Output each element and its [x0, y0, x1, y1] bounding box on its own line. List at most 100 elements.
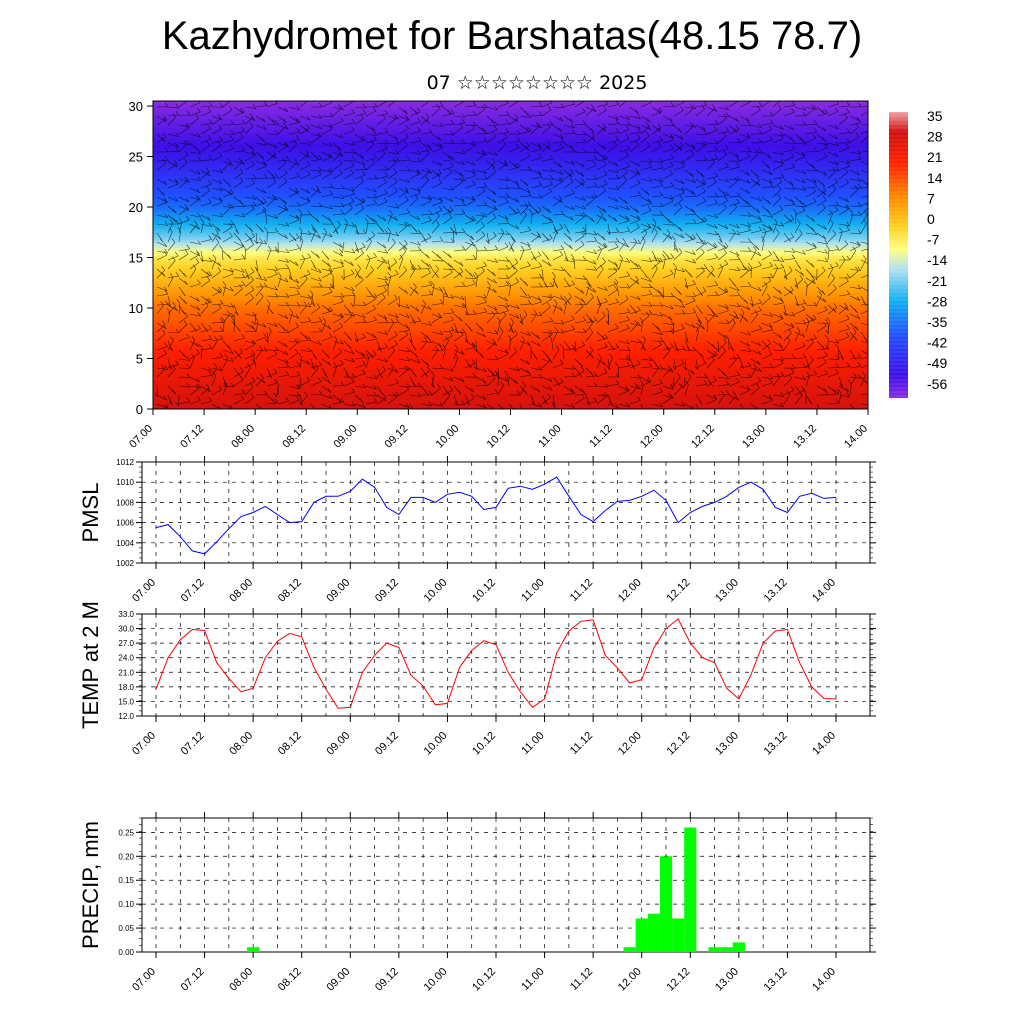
wind-barb-flag — [538, 193, 543, 199]
wind-barb — [530, 313, 538, 324]
wind-barb-flag — [571, 205, 575, 210]
wind-barb — [211, 140, 223, 144]
wind-barb — [508, 367, 520, 372]
wind-barb-flag — [833, 284, 837, 289]
wind-barb — [585, 124, 595, 133]
x-tick-label: 14.00 — [842, 423, 870, 451]
wind-barb-flag — [387, 266, 391, 271]
wind-barb — [277, 159, 289, 162]
wind-barb-flag — [492, 204, 497, 210]
wind-barb — [420, 213, 432, 216]
wind-barb-flag — [274, 119, 279, 125]
wind-barb-flag — [626, 216, 630, 221]
wind-barb — [266, 249, 272, 261]
wind-barb — [353, 295, 356, 307]
wind-barb-flag — [538, 111, 543, 116]
wind-barb — [420, 370, 431, 378]
wind-barb-flag — [835, 124, 839, 130]
wind-barb — [585, 108, 595, 117]
wind-barb — [321, 310, 333, 315]
wind-barb-flag — [546, 356, 551, 361]
wind-barb-flag — [824, 390, 829, 396]
wind-barb — [409, 232, 421, 235]
wind-barb — [277, 126, 287, 135]
x-tick-label: 07.12 — [179, 966, 207, 994]
wind-barb-flag — [821, 344, 825, 350]
wind-barb — [772, 181, 783, 189]
wind-barb — [574, 277, 586, 280]
wind-barb — [244, 244, 254, 252]
wind-barb — [838, 132, 850, 135]
wind-barb-flag — [494, 309, 499, 314]
wind-barb-flag — [416, 169, 420, 174]
wind-barb-flag — [311, 227, 316, 233]
wind-barb-flag — [869, 401, 872, 405]
wind-barb-flag — [689, 122, 694, 127]
wind-barb-flag — [821, 290, 826, 295]
wind-barb-flag — [769, 111, 774, 117]
wind-barb-flag — [384, 139, 389, 145]
wind-barb — [761, 178, 773, 184]
wind-barb-flag — [417, 107, 421, 113]
wind-barb-flag — [285, 358, 289, 363]
wind-barb-flag — [864, 210, 868, 216]
wind-barb-flag — [299, 401, 303, 406]
wind-barb-flag — [394, 330, 398, 336]
wind-barb-flag — [306, 96, 309, 100]
wind-barb — [816, 286, 826, 295]
wind-barb-flag — [296, 134, 300, 140]
wind-barb — [541, 397, 551, 405]
wind-barb — [464, 105, 476, 108]
wind-barb — [541, 184, 553, 189]
wind-barb — [684, 295, 697, 297]
wind-barb — [486, 160, 496, 169]
wind-barb-flag — [384, 259, 388, 264]
wind-barb — [739, 230, 751, 234]
wind-barb-flag — [351, 248, 356, 254]
wind-barb-flag — [296, 244, 300, 249]
wind-barb — [508, 223, 519, 230]
wind-barb-flag — [447, 209, 452, 214]
wind-barb — [640, 358, 652, 361]
wind-barb-flag — [691, 323, 696, 328]
wind-barb-flag — [763, 227, 767, 233]
wind-barb-flag — [461, 149, 466, 154]
wind-barb — [772, 133, 784, 137]
wind-barb — [442, 166, 454, 171]
wind-barb-flag — [303, 301, 307, 306]
wind-barb — [277, 172, 288, 180]
x-tick-label: 14.00 — [810, 577, 838, 605]
wind-barb-flag — [605, 320, 610, 326]
wind-barb — [189, 295, 200, 302]
wind-barb — [794, 367, 806, 369]
wind-barb — [178, 101, 189, 108]
wind-barb-flag — [648, 277, 652, 282]
wind-barb — [750, 403, 758, 409]
wind-barb — [310, 277, 322, 282]
wind-barb-flag — [317, 170, 322, 175]
wind-barb-flag — [171, 238, 176, 243]
wind-barb-flag — [722, 371, 727, 376]
wind-barb — [739, 304, 750, 311]
wind-barb — [827, 249, 839, 252]
wind-barb — [519, 358, 530, 365]
wind-barb — [167, 358, 172, 370]
wind-barb-flag — [681, 162, 685, 167]
wind-barb-flag — [604, 342, 608, 347]
wind-barb — [706, 257, 718, 261]
wind-barb-flag — [184, 150, 189, 155]
wind-barb — [222, 226, 233, 234]
wind-barb — [343, 223, 355, 227]
wind-barb — [838, 328, 850, 333]
x-tick-label: 07.00 — [127, 423, 155, 451]
wind-barb-flag — [768, 395, 773, 400]
wind-barb — [178, 253, 189, 261]
wind-barb-flag — [263, 160, 267, 166]
wind-barb-flag — [340, 116, 344, 122]
wind-barb-flag — [483, 298, 487, 303]
wind-barb-flag — [394, 368, 399, 373]
wind-barb-flag — [733, 128, 738, 133]
wind-barb-flag — [824, 369, 828, 375]
wind-barb — [717, 187, 727, 196]
wind-barb — [431, 160, 442, 167]
